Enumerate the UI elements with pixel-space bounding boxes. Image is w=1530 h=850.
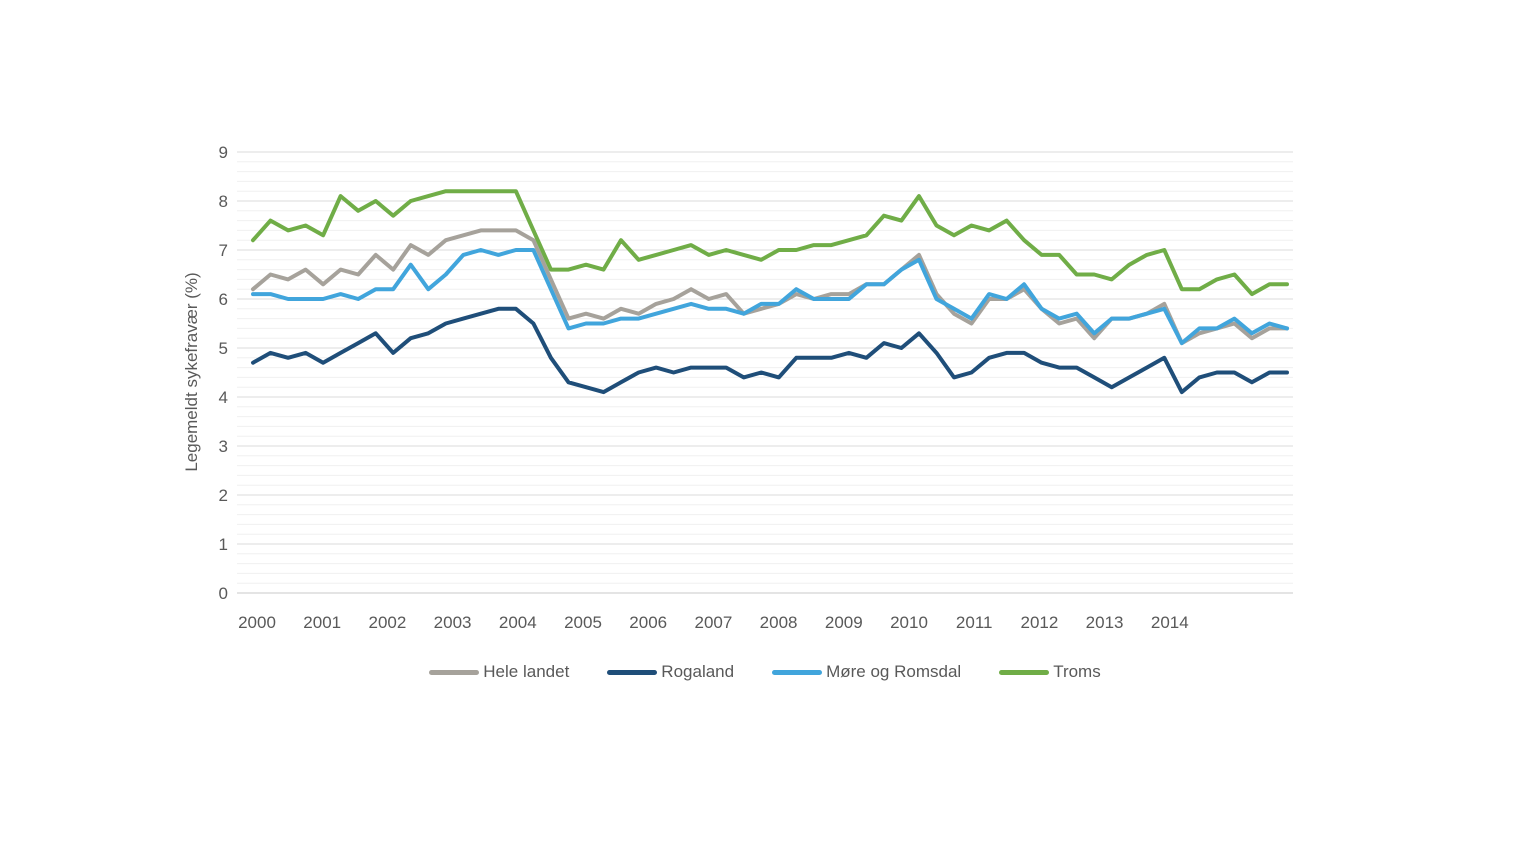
y-tick-label: 2 — [219, 486, 228, 505]
legend-swatch-rogaland — [607, 669, 658, 675]
series-line-hele-landet — [251, 228, 1289, 346]
series-line-troms — [251, 189, 1289, 297]
x-year-label: 2011 — [956, 613, 993, 632]
x-year-label: 2009 — [825, 613, 863, 632]
x-year-label: 2014 — [1151, 613, 1189, 632]
legend-label-troms: Troms — [1053, 662, 1101, 681]
chart-legend: Hele landet Rogaland Møre og Romsdal Tro… — [237, 661, 1293, 683]
x-year-label: 2010 — [890, 613, 928, 632]
legend-swatch-hele-landet — [429, 669, 480, 675]
x-year-label: 2007 — [694, 613, 732, 632]
y-tick-label: 8 — [219, 192, 228, 211]
x-year-label: 2006 — [629, 613, 667, 632]
legend-item-more-og-romsdal: Møre og Romsdal — [772, 661, 961, 683]
y-tick-label: 6 — [219, 290, 228, 309]
x-year-label: 2002 — [368, 613, 406, 632]
y-tick-label: 3 — [219, 437, 228, 456]
x-year-label: 2004 — [499, 613, 537, 632]
series-line-m-re-og-romsdal — [251, 248, 1289, 346]
x-year-label: 2012 — [1020, 613, 1058, 632]
legend-item-troms: Troms — [999, 661, 1101, 683]
x-year-label: 2001 — [303, 613, 341, 632]
legend-item-hele-landet: Hele landet — [429, 661, 569, 683]
y-tick-label: 7 — [219, 241, 228, 260]
y-tick-label: 4 — [219, 388, 228, 407]
y-tick-label: 9 — [219, 143, 228, 162]
x-year-label: 2005 — [564, 613, 602, 632]
series-line-rogaland — [251, 306, 1289, 395]
y-axis-title: Legemeldt sykefravær (%) — [182, 272, 201, 471]
legend-swatch-troms — [999, 669, 1050, 675]
y-tick-label: 5 — [219, 339, 228, 358]
x-year-label: 2003 — [434, 613, 472, 632]
y-tick-label: 0 — [219, 584, 228, 603]
legend-swatch-more-og-romsdal — [772, 669, 823, 675]
legend-label-rogaland: Rogaland — [661, 662, 735, 681]
x-year-label: 2013 — [1086, 613, 1124, 632]
x-year-label: 2008 — [760, 613, 798, 632]
legend-label-more-og-romsdal: Møre og Romsdal — [826, 662, 962, 681]
legend-item-rogaland: Rogaland — [607, 661, 734, 683]
y-tick-label: 1 — [219, 535, 228, 554]
x-year-label: 2000 — [238, 613, 276, 632]
legend-label-hele-landet: Hele landet — [483, 662, 570, 681]
